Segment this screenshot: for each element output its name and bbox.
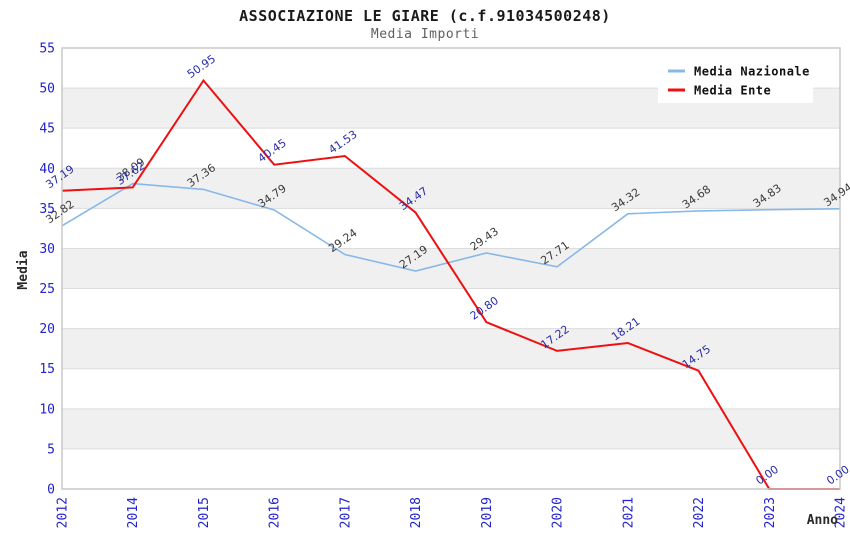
x-axis-title: Anno [807,513,838,528]
x-tick-label-2023: 2023 [763,497,778,528]
plot-band [62,328,840,369]
y-tick-label-15: 15 [39,362,55,377]
plot-band [62,168,840,209]
x-tick-label-2024: 2024 [834,497,849,528]
x-tick-label-2012: 2012 [56,497,71,528]
legend-box [658,51,813,103]
x-tick-label-2021: 2021 [621,497,636,528]
y-tick-label-0: 0 [47,483,55,498]
y-tick-label-40: 40 [39,162,55,177]
data-label-media-ente-2015: 50.95 [185,52,218,81]
plot-band [62,408,840,449]
legend-item-media-nazionale: Media Nazionale [668,65,810,79]
legend: Media Nazionale Media Ente [658,51,813,103]
x-tick-label-2015: 2015 [197,497,212,528]
x-tick-label-2022: 2022 [692,497,707,528]
chart-subtitle: Media Importi [370,27,480,42]
legend-label-media-nazionale: Media Nazionale [694,65,810,79]
x-tick-label-2016: 2016 [268,497,283,528]
series-line-media-nazionale [61,182,841,272]
chart-title: ASSOCIAZIONE LE GIARE (c.f.91034500248) [239,7,611,25]
y-tick-label-25: 25 [39,282,55,297]
y-tick-label-20: 20 [39,322,55,337]
y-tick-label-45: 45 [39,122,55,137]
y-axis-title: Media [16,250,31,289]
y-tick-label-35: 35 [39,202,55,217]
legend-label-media-ente: Media Ente [694,84,771,98]
y-tick-label-30: 30 [39,242,55,257]
data-label-media-ente-2017: 41.53 [326,128,359,157]
series-line-media-ente [61,78,840,490]
x-tick-label-2018: 2018 [409,497,424,528]
x-tick-label-2019: 2019 [480,497,495,528]
y-tick-label-50: 50 [39,82,55,97]
x-tick-label-2017: 2017 [338,497,353,528]
x-tick-label-2020: 2020 [551,497,566,528]
y-tick-label-5: 5 [47,442,55,457]
plot-border [61,47,841,490]
y-tick-label-55: 55 [39,42,55,57]
x-tick-label-2014: 2014 [126,497,141,528]
y-tick-label-10: 10 [39,402,55,417]
legend-item-media-ente: Media Ente [668,84,771,98]
data-label-media-ente-2024: 0.00 [824,463,850,488]
